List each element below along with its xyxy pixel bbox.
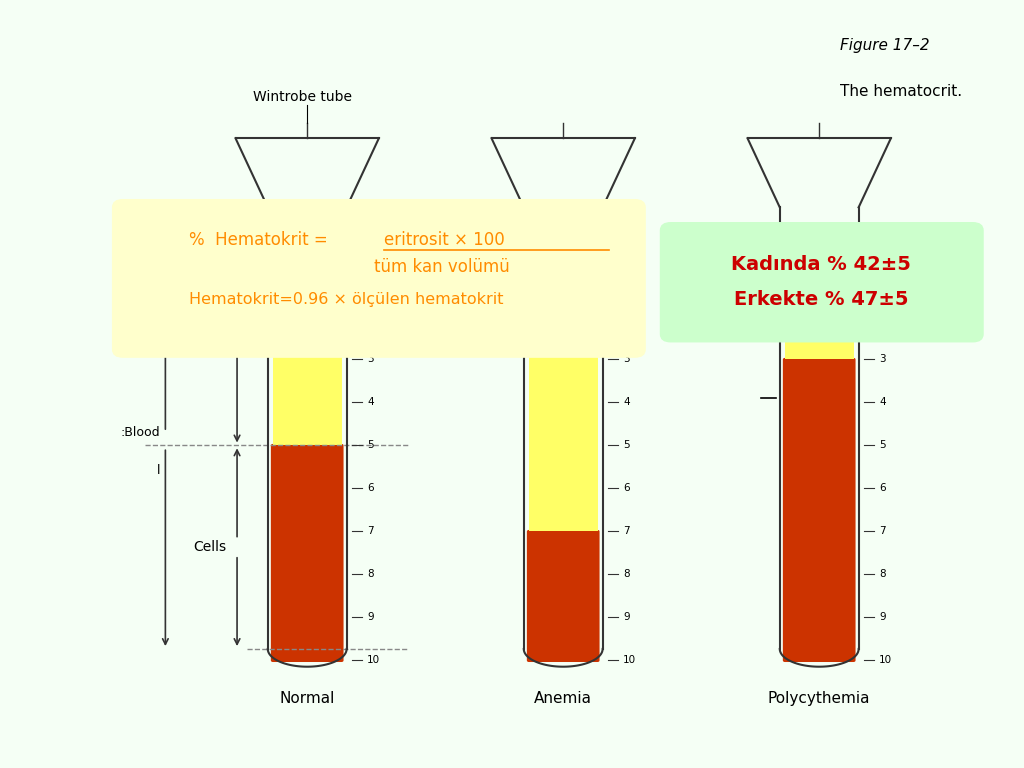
Text: 6: 6 [623, 483, 630, 494]
Text: 1: 1 [368, 268, 374, 279]
Text: 7: 7 [879, 526, 886, 537]
Text: tüm kan volümü: tüm kan volümü [374, 258, 510, 276]
Text: 2: 2 [623, 311, 630, 322]
Text: 3: 3 [879, 354, 886, 365]
Text: 5: 5 [368, 440, 374, 451]
Bar [272, 230, 341, 445]
Text: 10: 10 [623, 655, 636, 666]
Text: Cells: Cells [194, 540, 226, 554]
Text: 8: 8 [368, 569, 374, 580]
Text: 1: 1 [879, 268, 886, 279]
Text: Plasma: Plasma [177, 331, 226, 345]
FancyBboxPatch shape [660, 223, 983, 342]
Text: 7: 7 [368, 526, 374, 537]
Text: Kadında % 42±5: Kadında % 42±5 [731, 256, 911, 274]
Text: 3: 3 [368, 354, 374, 365]
Text: Polycythemia: Polycythemia [768, 691, 870, 707]
FancyBboxPatch shape [783, 358, 856, 662]
Text: %  Hematokrit =: % Hematokrit = [189, 230, 328, 249]
Text: Wintrobe tube: Wintrobe tube [253, 90, 351, 104]
Text: 0: 0 [368, 225, 374, 236]
Bar [529, 230, 598, 531]
FancyBboxPatch shape [270, 444, 343, 662]
Text: 6: 6 [879, 483, 886, 494]
Text: 9: 9 [879, 612, 886, 623]
Text: eritrosit × 100: eritrosit × 100 [384, 230, 505, 249]
FancyBboxPatch shape [113, 200, 645, 357]
Text: 10: 10 [879, 655, 892, 666]
Text: 0: 0 [879, 225, 886, 236]
Text: Anemia: Anemia [535, 691, 592, 707]
Text: 5: 5 [623, 440, 630, 451]
Text: 1: 1 [623, 268, 630, 279]
Text: 5: 5 [879, 440, 886, 451]
FancyBboxPatch shape [527, 530, 600, 662]
Text: 0: 0 [623, 225, 630, 236]
Text: 8: 8 [623, 569, 630, 580]
Bar [785, 230, 854, 359]
Text: The hematocrit.: The hematocrit. [840, 84, 962, 100]
Text: 4: 4 [623, 397, 630, 408]
Text: 2: 2 [879, 311, 886, 322]
Text: 3: 3 [623, 354, 630, 365]
Text: Erkekte % 47±5: Erkekte % 47±5 [734, 290, 908, 309]
Text: Normal: Normal [280, 691, 335, 707]
Text: 6: 6 [368, 483, 374, 494]
Text: l: l [157, 464, 160, 477]
Text: 8: 8 [879, 569, 886, 580]
Text: 9: 9 [368, 612, 374, 623]
Text: 10: 10 [368, 655, 380, 666]
Text: 4: 4 [368, 397, 374, 408]
Text: :Blood: :Blood [121, 425, 160, 439]
Text: Figure 17–2: Figure 17–2 [840, 38, 930, 54]
Text: Hematokrit=0.96 × ölçülen hematokrit: Hematokrit=0.96 × ölçülen hematokrit [189, 292, 504, 307]
Text: 9: 9 [623, 612, 630, 623]
Text: 4: 4 [879, 397, 886, 408]
Text: 7: 7 [623, 526, 630, 537]
Text: 2: 2 [368, 311, 374, 322]
